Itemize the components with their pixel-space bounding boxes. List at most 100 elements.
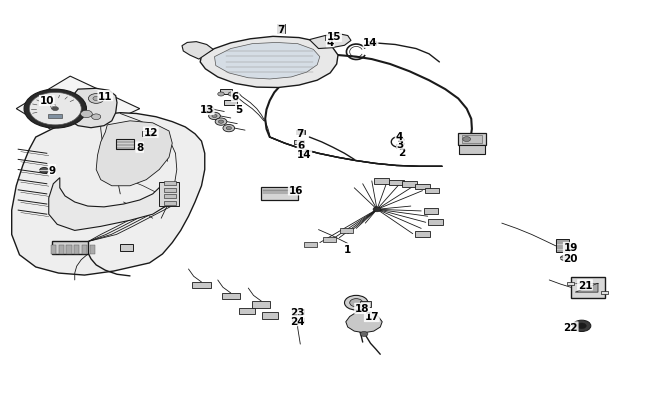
FancyBboxPatch shape bbox=[82, 245, 87, 254]
Text: 17: 17 bbox=[365, 312, 379, 322]
Text: 18: 18 bbox=[355, 304, 369, 313]
Circle shape bbox=[373, 207, 381, 212]
FancyBboxPatch shape bbox=[52, 242, 88, 254]
Circle shape bbox=[226, 127, 231, 130]
Circle shape bbox=[560, 256, 568, 261]
Circle shape bbox=[212, 115, 217, 118]
FancyBboxPatch shape bbox=[323, 237, 336, 243]
FancyBboxPatch shape bbox=[48, 115, 62, 118]
FancyBboxPatch shape bbox=[294, 141, 304, 145]
Circle shape bbox=[218, 121, 224, 124]
Circle shape bbox=[344, 296, 368, 310]
Circle shape bbox=[209, 113, 220, 120]
Text: 4: 4 bbox=[326, 38, 334, 47]
Text: 12: 12 bbox=[144, 128, 158, 138]
Polygon shape bbox=[200, 37, 338, 88]
Circle shape bbox=[205, 109, 211, 112]
FancyBboxPatch shape bbox=[304, 242, 317, 247]
Text: 10: 10 bbox=[40, 96, 54, 106]
Circle shape bbox=[52, 107, 58, 111]
FancyBboxPatch shape bbox=[298, 151, 306, 155]
Circle shape bbox=[360, 332, 368, 337]
Circle shape bbox=[228, 93, 235, 97]
Text: 16: 16 bbox=[289, 185, 303, 195]
Circle shape bbox=[88, 94, 104, 104]
Text: 14: 14 bbox=[297, 150, 311, 160]
Text: 3: 3 bbox=[396, 140, 404, 149]
FancyBboxPatch shape bbox=[277, 25, 285, 34]
FancyBboxPatch shape bbox=[389, 180, 404, 186]
Circle shape bbox=[202, 107, 214, 114]
FancyBboxPatch shape bbox=[239, 308, 255, 314]
FancyBboxPatch shape bbox=[571, 277, 605, 298]
Polygon shape bbox=[214, 43, 320, 80]
FancyBboxPatch shape bbox=[458, 134, 486, 146]
Circle shape bbox=[350, 299, 363, 307]
Circle shape bbox=[81, 111, 92, 118]
Polygon shape bbox=[182, 43, 213, 60]
FancyBboxPatch shape bbox=[164, 195, 176, 199]
FancyBboxPatch shape bbox=[556, 240, 569, 253]
Text: 9: 9 bbox=[49, 165, 55, 175]
Text: 5: 5 bbox=[235, 105, 243, 115]
FancyBboxPatch shape bbox=[425, 188, 439, 194]
FancyBboxPatch shape bbox=[66, 245, 72, 254]
FancyBboxPatch shape bbox=[360, 302, 370, 307]
Text: 7: 7 bbox=[277, 26, 285, 35]
FancyBboxPatch shape bbox=[402, 181, 417, 187]
Circle shape bbox=[577, 323, 586, 329]
FancyBboxPatch shape bbox=[220, 90, 232, 95]
Circle shape bbox=[218, 93, 224, 97]
FancyBboxPatch shape bbox=[192, 282, 211, 289]
Text: 22: 22 bbox=[564, 322, 578, 332]
Text: 14: 14 bbox=[363, 38, 378, 48]
FancyBboxPatch shape bbox=[374, 179, 389, 184]
Text: 13: 13 bbox=[200, 105, 214, 115]
Text: 6: 6 bbox=[231, 92, 239, 102]
FancyBboxPatch shape bbox=[325, 36, 333, 40]
FancyBboxPatch shape bbox=[567, 282, 574, 285]
FancyBboxPatch shape bbox=[367, 41, 376, 46]
Text: 4: 4 bbox=[395, 132, 403, 141]
FancyBboxPatch shape bbox=[120, 245, 133, 251]
Text: 20: 20 bbox=[564, 254, 578, 263]
Text: 15: 15 bbox=[327, 32, 341, 42]
FancyBboxPatch shape bbox=[459, 145, 485, 154]
FancyBboxPatch shape bbox=[261, 313, 278, 319]
Circle shape bbox=[93, 97, 99, 101]
Text: 1: 1 bbox=[344, 244, 352, 254]
Circle shape bbox=[29, 93, 81, 126]
Text: 8: 8 bbox=[136, 143, 144, 153]
Text: 21: 21 bbox=[578, 280, 592, 290]
FancyBboxPatch shape bbox=[142, 132, 154, 137]
FancyBboxPatch shape bbox=[292, 317, 304, 322]
Text: 11: 11 bbox=[98, 92, 112, 101]
Circle shape bbox=[573, 320, 591, 332]
FancyBboxPatch shape bbox=[74, 245, 79, 254]
FancyBboxPatch shape bbox=[164, 188, 176, 192]
FancyBboxPatch shape bbox=[462, 136, 482, 144]
FancyBboxPatch shape bbox=[261, 188, 298, 201]
FancyBboxPatch shape bbox=[340, 228, 353, 233]
Circle shape bbox=[215, 119, 227, 126]
FancyBboxPatch shape bbox=[292, 309, 304, 314]
FancyBboxPatch shape bbox=[90, 245, 95, 254]
Polygon shape bbox=[12, 113, 205, 275]
Polygon shape bbox=[16, 77, 140, 142]
FancyBboxPatch shape bbox=[116, 139, 134, 149]
FancyBboxPatch shape bbox=[222, 293, 240, 300]
FancyBboxPatch shape bbox=[58, 245, 64, 254]
Circle shape bbox=[223, 125, 235, 132]
Text: 19: 19 bbox=[564, 243, 578, 253]
Text: 7: 7 bbox=[296, 129, 304, 139]
Polygon shape bbox=[49, 178, 172, 231]
Text: 24: 24 bbox=[291, 316, 305, 326]
Text: 2: 2 bbox=[398, 148, 406, 158]
Polygon shape bbox=[96, 122, 172, 186]
FancyBboxPatch shape bbox=[51, 245, 56, 254]
Circle shape bbox=[463, 137, 471, 142]
FancyBboxPatch shape bbox=[415, 184, 430, 190]
Polygon shape bbox=[346, 310, 382, 333]
FancyBboxPatch shape bbox=[601, 291, 608, 294]
Text: 6: 6 bbox=[297, 141, 305, 151]
